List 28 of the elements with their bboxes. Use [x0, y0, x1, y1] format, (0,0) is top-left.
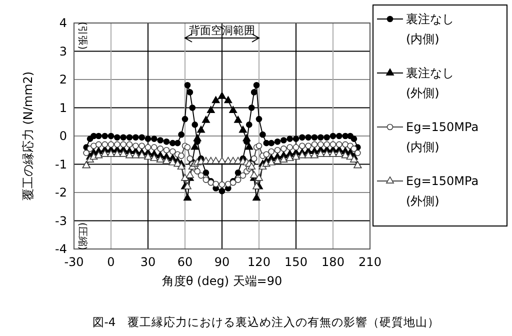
y-tick-label: -2: [55, 186, 67, 200]
legend-label: 裏注なし (内側): [406, 12, 454, 46]
x-axis-title: 角度θ (deg) 天端=90: [162, 274, 282, 288]
x-tick-label: 90: [214, 255, 230, 269]
x-tick-label: 120: [248, 255, 270, 269]
x-tick-label: 180: [322, 255, 344, 269]
y-axis-title: 覆工の縁応力 (N/mm2): [21, 71, 35, 201]
x-tick-label: -30: [64, 255, 84, 269]
legend-label: 裏注なし (外側): [406, 66, 454, 100]
y-tick-label: -1: [55, 157, 67, 172]
x-tick-label: 60: [177, 255, 193, 269]
y-tick-label: 2: [59, 72, 67, 87]
annotation: (圧縮): [76, 222, 88, 250]
annotation: (引張): [76, 22, 88, 50]
legend-label: Eg=150MPa (外側): [406, 174, 479, 208]
y-tick-label: 3: [59, 44, 67, 58]
y-tick-label: -4: [55, 242, 67, 256]
x-tick-label: 150: [284, 255, 308, 269]
y-tick-label: 0: [59, 129, 67, 144]
text: 図-4 覆工縁応力における裏込め注入の有無の影響（硬質地山）: [92, 315, 440, 329]
x-tick-label: 30: [140, 255, 156, 269]
y-tick-label: 1: [59, 100, 67, 115]
y-tick-label: -3: [55, 214, 67, 228]
x-tick-label: 0: [107, 255, 115, 269]
annotation: 背面空洞範囲: [189, 24, 255, 37]
legend-label: Eg=150MPa (内側): [406, 120, 479, 154]
y-tick-label: 4: [59, 16, 67, 30]
x-tick-label: 210: [358, 255, 382, 269]
